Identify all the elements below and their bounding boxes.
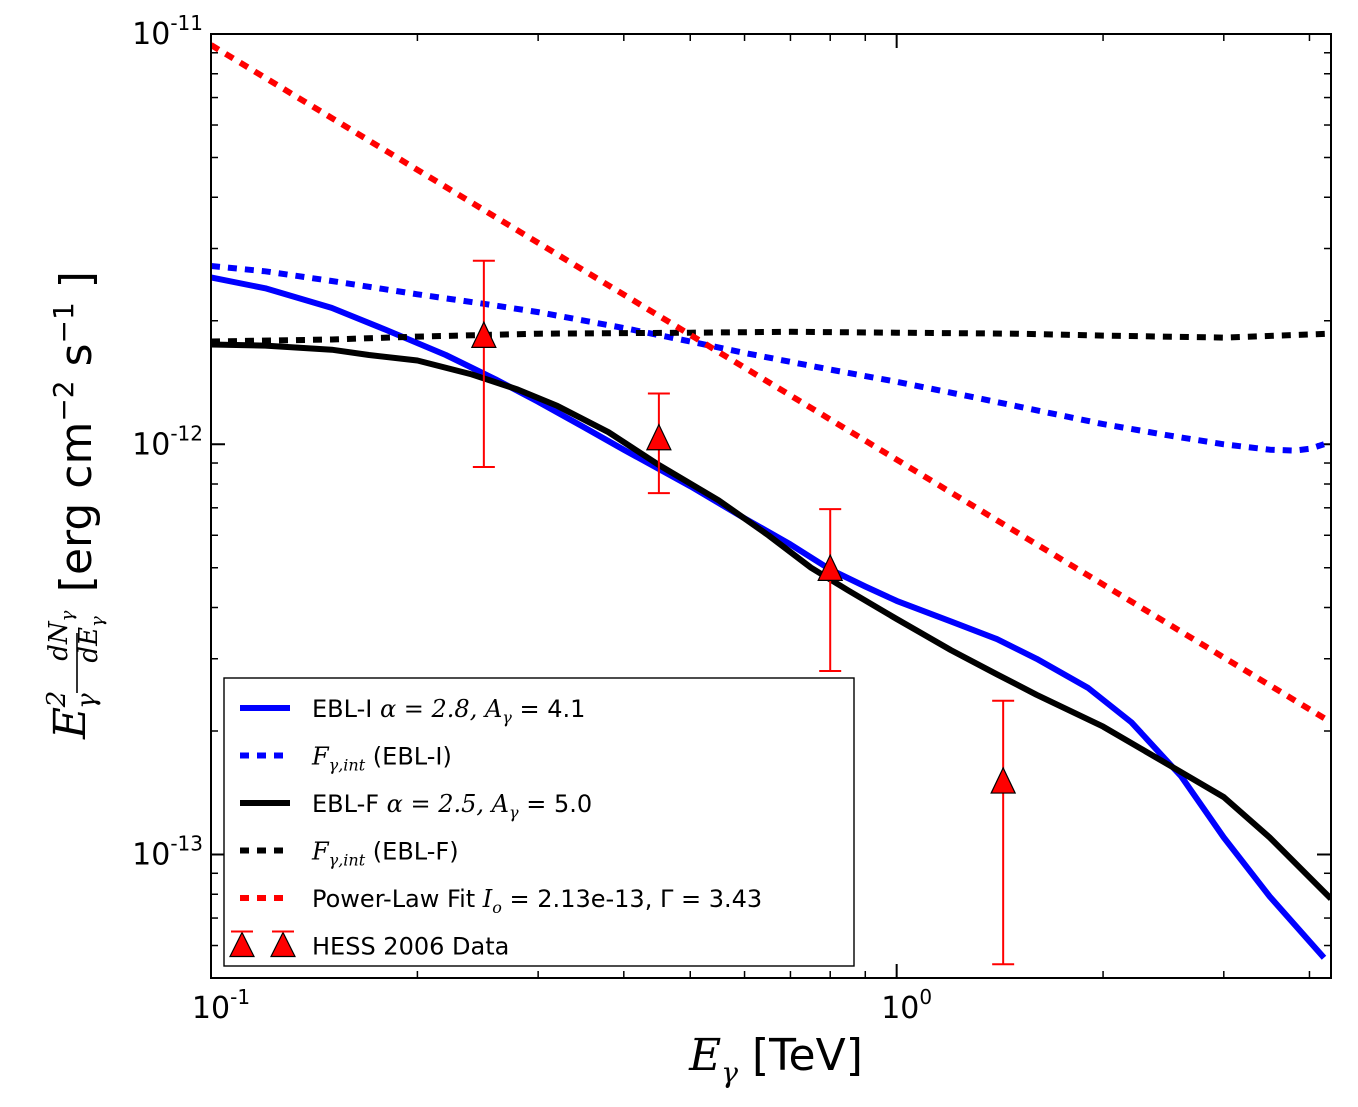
legend-label-points: HESS 2006 Data (312, 933, 509, 961)
data-point (817, 553, 844, 581)
x-tick-label: 100 (881, 985, 932, 1026)
tick-labels: 10-1 100 10-13 10-12 10-11 (132, 11, 932, 1026)
plot-frame (210, 33, 1332, 979)
series-line-3 (211, 328, 1331, 345)
legend-label-3: Fγ,int (EBL-F) (311, 838, 459, 870)
svg-text:Eγ2 dNγdEγ[erg cm−2 s−1 ]: Eγ2 dNγdEγ[erg cm−2 s−1 ] (42, 271, 108, 740)
legend-frame (223, 677, 855, 967)
y-tick-label: 10-11 (132, 11, 203, 52)
legend-label-4: Power-Law Fit Io = 2.13e-13, Γ = 3.43 (312, 885, 762, 917)
data-point (990, 766, 1017, 794)
data-point (645, 423, 672, 451)
legend-label-0: EBL-I α = 2.8, Aγ = 4.1 (312, 695, 585, 727)
legend-label-2: EBL-F α = 2.5, Aγ = 5.0 (312, 790, 592, 822)
series-line-2 (211, 341, 1331, 901)
data-points (470, 259, 1017, 966)
data-point (470, 320, 497, 348)
series-line-4 (211, 42, 1331, 725)
legend-swatch-points (229, 931, 255, 958)
legend-swatch-points (270, 931, 296, 958)
y-tick-label: 10-13 (132, 832, 203, 873)
y-tick-label: 10-12 (132, 421, 203, 462)
legend-label-1: Fγ,int (EBL-I) (311, 743, 452, 775)
y-axis-title: Eγ2 dNγdEγ[erg cm−2 s−1 ] (42, 271, 108, 740)
x-axis-title: Eγ [TeV] (688, 1030, 863, 1089)
series-line-0 (211, 274, 1327, 960)
minor-ticks (211, 34, 1331, 979)
legend: EBL-I α = 2.8, Aγ = 4.1 Fγ,int (EBL-I) EBL… (223, 677, 855, 967)
x-tick-label: 10-1 (192, 985, 250, 1026)
series-layer (211, 42, 1331, 960)
